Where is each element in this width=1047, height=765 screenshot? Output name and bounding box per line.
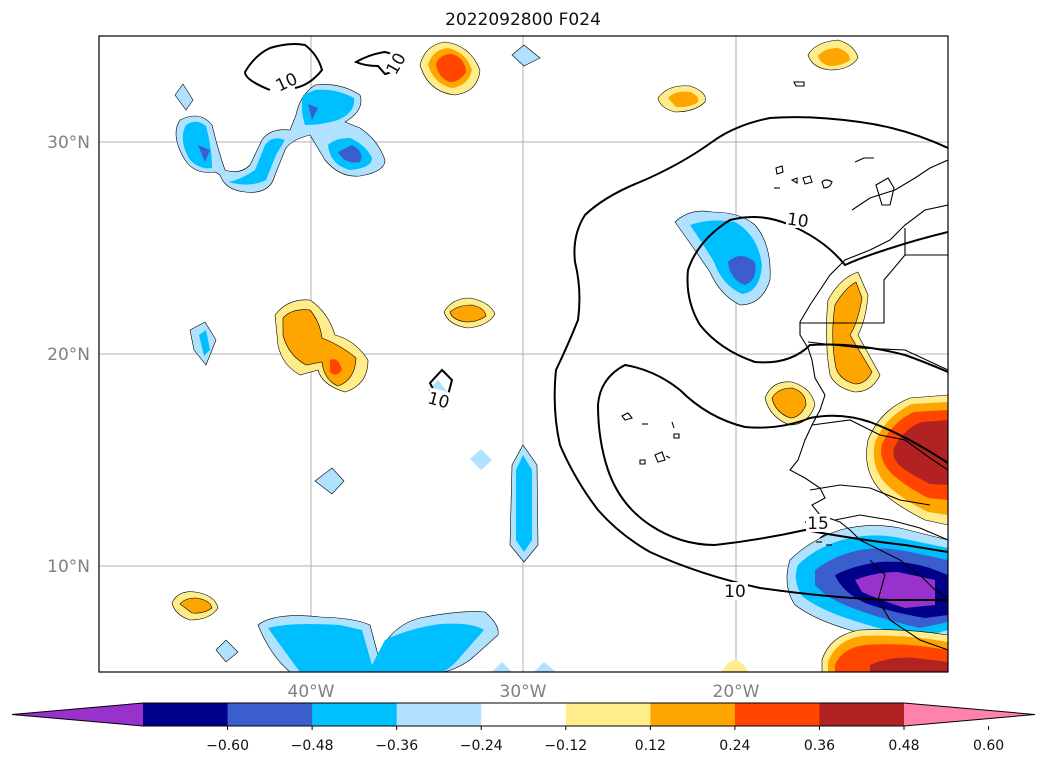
canary-3 — [802, 175, 813, 185]
colorbar-tick-label: −0.48 — [291, 738, 334, 754]
latitude-labels: 30°N 20°N 10°N — [47, 133, 90, 577]
colorbar-swatch — [481, 703, 567, 726]
colorbar-swatch — [650, 703, 736, 726]
lat-label-20n: 20°N — [47, 345, 90, 365]
n-africa-coast — [851, 159, 948, 211]
blue-spot-15n — [470, 449, 492, 470]
colorbar-tick-label: 0.36 — [804, 738, 835, 754]
colorbar-swatch — [819, 703, 905, 726]
warm-area-35n-3 — [436, 54, 466, 82]
cape-verde-1 — [621, 412, 633, 421]
canary-2 — [790, 177, 798, 184]
longitude-labels: 40°W 30°W 20°W — [288, 682, 760, 702]
blue-area-nw-inner — [182, 89, 372, 185]
colorbar: −0.60 −0.48 −0.36 −0.24 −0.12 0.12 0.24 0.36 0.4… — [11, 702, 1036, 754]
border-7 — [869, 559, 948, 651]
warm-spot-4n — [722, 660, 748, 672]
contour-10-cv — [596, 363, 948, 553]
warm-area-e-15n-4 — [893, 420, 948, 485]
colorbar-extend-high — [904, 703, 1035, 726]
warm-area-17n-2 — [771, 387, 807, 419]
contour-label-3: 10 — [786, 210, 810, 233]
warm-area-20n-3 — [330, 359, 342, 375]
cape-verde-4 — [673, 433, 680, 439]
colorbar-tick-label: −0.60 — [206, 738, 249, 754]
border-5 — [809, 484, 931, 506]
blue-spot-6n — [215, 639, 239, 663]
colorbar-swatch — [227, 703, 313, 726]
madeira — [854, 157, 874, 163]
colorbar-swatch — [143, 703, 229, 726]
blue-spot-4n-a — [492, 662, 512, 672]
lon-label-40w: 40°W — [288, 682, 335, 702]
blue-spot-20n-core — [199, 330, 210, 356]
colorbar-tick-label: 0.12 — [635, 738, 666, 754]
lat-label-10n: 10°N — [47, 557, 90, 577]
blue-area-nw-core — [198, 104, 362, 163]
lat-label-30n: 30°N — [47, 133, 90, 153]
negative-anomaly-areas — [174, 44, 948, 672]
blue-spot-34n — [511, 44, 541, 67]
contour-10-nw — [243, 43, 324, 91]
warm-area-ne-2 — [818, 48, 850, 66]
cape-verde-5 — [639, 459, 646, 465]
colorbar-swatch — [312, 703, 398, 726]
colorbar-tick-label: 0.60 — [973, 738, 1004, 754]
colorbar-tick-label: −0.24 — [460, 738, 503, 754]
canary-4 — [821, 179, 833, 189]
warm-area-se-4 — [870, 657, 948, 672]
colorbar-swatch — [396, 703, 482, 726]
cape-verde-6 — [654, 451, 666, 463]
cape-verde-7 — [665, 455, 671, 459]
warm-area-8n-2 — [179, 597, 213, 614]
contour-10-outer — [553, 116, 948, 601]
blue-spot-14n — [314, 467, 345, 495]
blue-dot-30n — [174, 83, 194, 111]
figure-title: 2022092800 F024 — [445, 10, 601, 30]
cape-verde-3 — [671, 421, 675, 429]
contour-label-6: 15 — [807, 514, 829, 534]
border-6 — [834, 514, 948, 541]
colorbar-extend-low — [12, 703, 143, 726]
colorbar-tick-label: −0.36 — [375, 738, 418, 754]
colorbar-tick-label: 0.48 — [888, 738, 919, 754]
colorbar-tick-label: 0.24 — [719, 738, 750, 754]
contour-label-5: 10 — [724, 582, 746, 602]
positive-anomaly-areas — [171, 39, 948, 672]
map-frame — [98, 35, 949, 673]
warm-area-w-africa-2 — [832, 281, 873, 385]
warm-area-31n-2 — [668, 91, 699, 108]
azores — [793, 81, 805, 87]
warm-area-22n-2 — [449, 304, 487, 323]
colorbar-swatch — [734, 703, 820, 726]
border-4 — [811, 419, 948, 471]
colorbar-swatch — [565, 703, 651, 726]
iberia — [875, 177, 895, 206]
blue-spot-4n-b — [534, 662, 556, 672]
blue-area-canary-core — [728, 256, 756, 285]
lon-label-30w: 30°W — [500, 682, 547, 702]
map-area: 10 10 10 10 10 15 — [99, 36, 948, 672]
colorbar-outline — [11, 702, 1036, 727]
border-2 — [800, 254, 906, 324]
canary-1 — [775, 165, 784, 175]
colorbar-tick-label: −0.12 — [544, 738, 587, 754]
contour-10-inner — [686, 215, 948, 373]
blue-strip-30w-inner — [516, 455, 532, 552]
bissagos-1 — [819, 533, 827, 539]
blue-area-south-inner — [268, 623, 484, 672]
lon-label-20w: 20°W — [713, 682, 760, 702]
